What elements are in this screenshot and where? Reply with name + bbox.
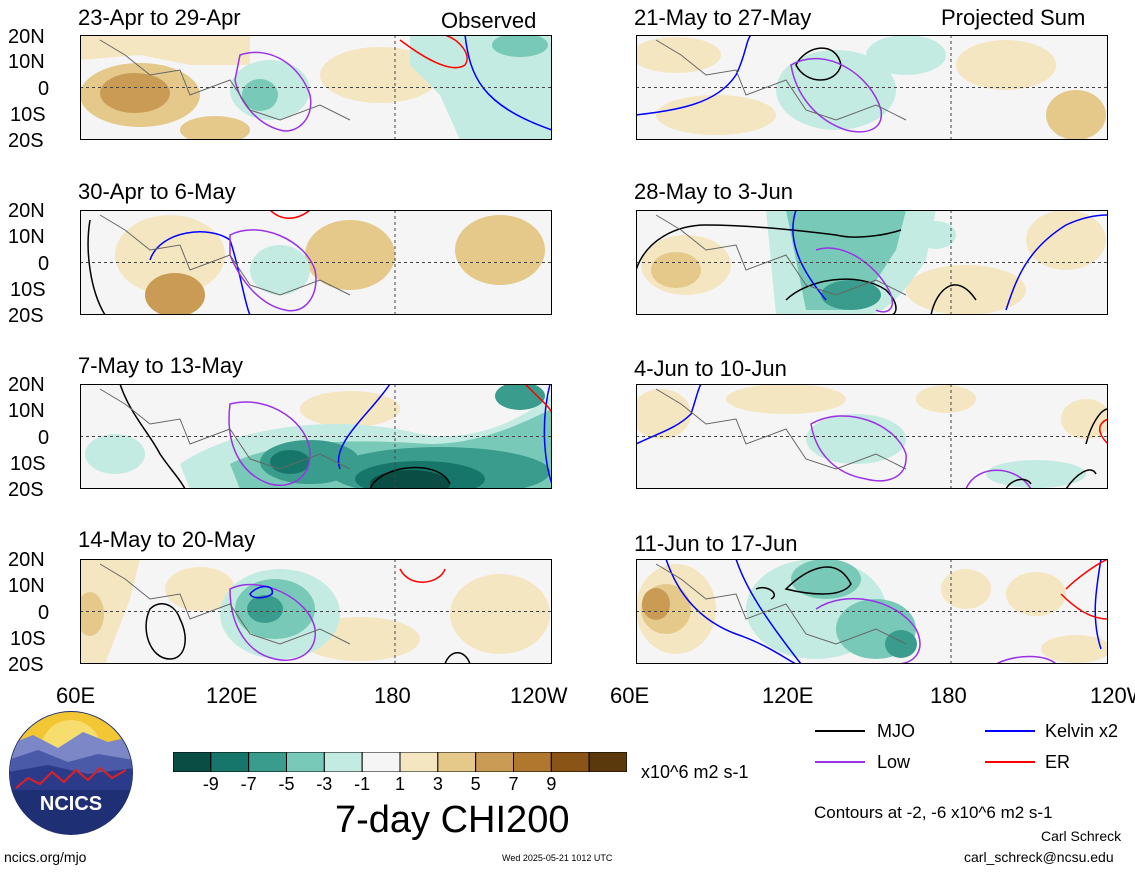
colorbar-swatch xyxy=(210,751,250,773)
lat-label: 10N xyxy=(8,575,45,597)
legend-line-er xyxy=(985,761,1035,763)
map-panel-21may xyxy=(636,35,1108,140)
lat-label: 0 xyxy=(38,78,50,100)
colorbar xyxy=(172,751,628,773)
legend-label: MJO xyxy=(877,721,915,741)
lon-label: 180 xyxy=(374,683,411,708)
lat-label: 0 xyxy=(38,602,50,624)
lon-label: 120W xyxy=(510,683,568,708)
lat-label: 20N xyxy=(8,26,45,48)
panel-note: Projected Sum xyxy=(941,5,1086,30)
lon-label: 60E xyxy=(610,683,650,708)
legend-label: Low xyxy=(877,752,911,772)
lat-label: 20N xyxy=(8,200,45,222)
lon-label: 180 xyxy=(930,683,967,708)
panel-title: 7-May to 13-May xyxy=(78,353,244,378)
map-panel-14may xyxy=(80,559,552,664)
colorbar-units: x10^6 m2 s-1 xyxy=(641,762,749,782)
chart-title: 7-day CHI200 xyxy=(335,799,570,841)
map-panel-23apr xyxy=(80,35,552,140)
map-panel-4jun xyxy=(636,384,1108,489)
lat-label: 10S xyxy=(10,104,46,126)
panel-title: 21-May to 27-May xyxy=(634,5,812,30)
logo-text: NCICS xyxy=(40,793,102,815)
colorbar-label: -9 xyxy=(202,774,219,794)
panel-title: 4-Jun to 10-Jun xyxy=(634,356,787,381)
panel-title: 23-Apr to 29-Apr xyxy=(78,5,241,30)
panel-title: 11-Jun to 17-Jun xyxy=(634,531,798,556)
colorbar-swatch xyxy=(323,751,363,773)
timestamp: Wed 2025-05-21 1012 UTC xyxy=(502,853,613,863)
lat-label: 20N xyxy=(8,374,45,396)
lat-label: 20S xyxy=(8,305,44,327)
colorbar-swatch xyxy=(286,751,325,773)
lat-label: 20S xyxy=(8,654,44,676)
colorbar-swatch xyxy=(248,751,287,773)
lat-label: 10S xyxy=(10,628,46,650)
colorbar-label: -7 xyxy=(240,774,257,794)
colorbar-swatch xyxy=(399,751,439,773)
lon-label: 120E xyxy=(762,683,814,708)
lat-label: 10S xyxy=(10,453,46,475)
lat-label: 20S xyxy=(8,130,44,152)
colorbar-label: 5 xyxy=(470,774,481,794)
lon-label: 60E xyxy=(56,683,96,708)
colorbar-swatch xyxy=(172,751,212,773)
lat-label: 10N xyxy=(8,51,45,73)
colorbar-label: -3 xyxy=(316,774,333,794)
panel-note: Observed xyxy=(441,8,537,33)
legend-line-mjo xyxy=(815,730,865,732)
colorbar-swatch xyxy=(437,751,477,773)
colorbar-swatch xyxy=(513,751,552,773)
legend-label: ER xyxy=(1045,752,1071,772)
colorbar-label: -1 xyxy=(354,774,371,794)
lon-label: 120E xyxy=(206,683,258,708)
legend-line-low xyxy=(815,761,865,763)
map-panel-28may xyxy=(636,210,1108,315)
colorbar-swatch xyxy=(361,751,401,773)
ncics-logo: NCICS xyxy=(8,710,134,836)
colorbar-swatch xyxy=(475,751,515,773)
legend-line-kelvin xyxy=(985,730,1035,732)
colorbar-label: 1 xyxy=(394,774,405,794)
author: Carl Schreck xyxy=(1041,828,1122,844)
panel-title: 14-May to 20-May xyxy=(78,527,256,552)
colorbar-swatch xyxy=(550,751,590,773)
colorbar-swatch xyxy=(588,751,628,773)
lat-label: 0 xyxy=(38,253,50,275)
lon-label: 120W xyxy=(1090,685,1135,707)
lat-label: 0 xyxy=(38,427,50,449)
lat-label: 20S xyxy=(8,479,44,501)
lat-label: 10S xyxy=(10,279,46,301)
panel-title: 28-May to 3-Jun xyxy=(634,179,793,204)
colorbar-label: 9 xyxy=(546,774,557,794)
contour-note: Contours at -2, -6 x10^6 m2 s-1 xyxy=(814,803,1053,822)
colorbar-label: -5 xyxy=(278,774,295,794)
lat-label: 10N xyxy=(8,226,45,248)
legend-label: Kelvin x2 xyxy=(1045,721,1119,741)
colorbar-label: 3 xyxy=(432,774,443,794)
map-panel-7may xyxy=(80,384,552,489)
site-url: ncics.org/mjo xyxy=(4,849,87,865)
colorbar-label: 7 xyxy=(508,774,519,794)
panel-title: 30-Apr to 6-May xyxy=(78,179,236,204)
map-panel-30apr xyxy=(80,210,552,315)
lat-label: 10N xyxy=(8,400,45,422)
map-panel-11jun xyxy=(636,559,1108,664)
email: carl_schreck@ncsu.edu xyxy=(964,849,1114,865)
lat-label: 20N xyxy=(8,549,45,571)
